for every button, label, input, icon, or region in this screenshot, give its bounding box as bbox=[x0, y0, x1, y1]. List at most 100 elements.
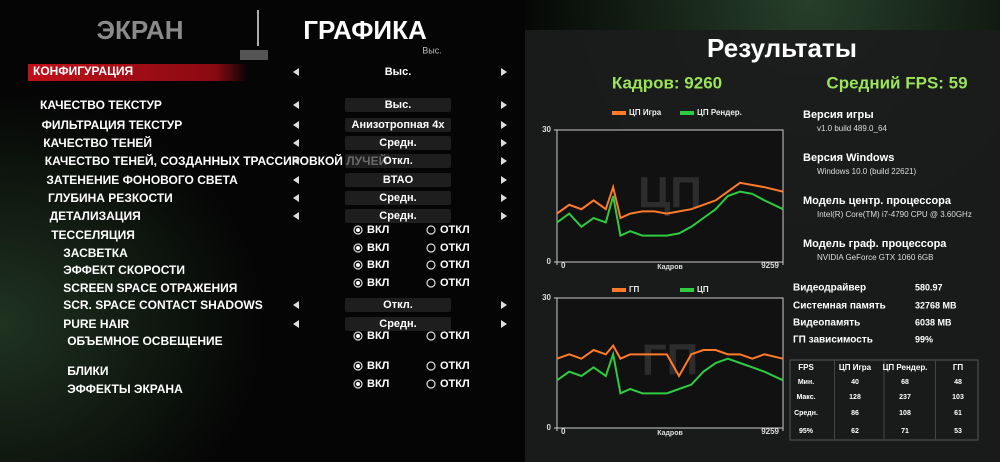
frames: Кадров: 9260 bbox=[612, 73, 722, 92]
arrow[interactable] bbox=[501, 101, 507, 109]
spec-label: Видеопамять bbox=[793, 318, 860, 329]
radio[interactable] bbox=[353, 225, 363, 235]
tab[interactable]: ГРАФИКА bbox=[303, 15, 427, 45]
arrow[interactable] bbox=[293, 301, 299, 309]
radio[interactable] bbox=[353, 260, 363, 270]
arrow[interactable] bbox=[293, 68, 299, 76]
table-cell: 48 bbox=[954, 379, 962, 386]
radio[interactable] bbox=[426, 278, 436, 288]
setting-label: ЭФФЕКТ СКОРОСТИ bbox=[63, 263, 185, 277]
legend-swatch bbox=[612, 111, 626, 115]
setting-label: КОНФИГУРАЦИЯ bbox=[33, 64, 133, 78]
tab-badge bbox=[240, 50, 268, 60]
table-cell: 62 bbox=[851, 428, 859, 435]
radio[interactable] bbox=[426, 225, 436, 235]
spec-value: 580.97 bbox=[915, 282, 943, 292]
value-box bbox=[345, 298, 451, 312]
table-header: ГП bbox=[953, 363, 964, 372]
line-series bbox=[556, 190, 784, 238]
setting-value: Средн. bbox=[379, 210, 416, 222]
setting-value: Средн. bbox=[379, 137, 416, 149]
radio[interactable] bbox=[426, 243, 436, 253]
arrow[interactable] bbox=[293, 194, 299, 202]
setting-label: SCREEN SPACE ОТРАЖЕНИЯ bbox=[63, 281, 237, 295]
radio-dot bbox=[356, 246, 360, 250]
setting-label: КАЧЕСТВО ТЕНЕЙ, СОЗДАННЫХ ТРАССИРОВКОЙ Л… bbox=[45, 153, 387, 168]
table-header: ЦП Игра bbox=[839, 363, 872, 372]
arrow[interactable] bbox=[501, 212, 507, 220]
setting-value: Выс. bbox=[385, 66, 412, 78]
x-tick-label: 9259 bbox=[761, 261, 779, 270]
legend-swatch bbox=[680, 288, 694, 292]
radio[interactable] bbox=[426, 379, 436, 389]
setting-label: КАЧЕСТВО ТЕКСТУР bbox=[40, 98, 162, 112]
table-cell: 71 bbox=[901, 428, 909, 435]
arrow[interactable] bbox=[293, 101, 299, 109]
radio[interactable] bbox=[353, 361, 363, 371]
spec-value: 32768 MB bbox=[915, 300, 957, 310]
toggle-label: ОТКЛ bbox=[440, 378, 470, 390]
legend-label: ЦП Рендер. bbox=[697, 108, 742, 117]
x-axis-label: Кадров bbox=[657, 264, 683, 271]
arrow[interactable] bbox=[293, 157, 299, 165]
setting-value: Откл. bbox=[383, 299, 413, 311]
chart-frame bbox=[556, 129, 784, 263]
info-value: Intel(R) Core(TM) i7-4790 CPU @ 3.60GHz bbox=[817, 210, 972, 219]
y-tick-label: 30 bbox=[542, 293, 551, 302]
setting-label: БЛИКИ bbox=[67, 364, 108, 378]
value-box bbox=[345, 191, 451, 205]
info-value: NVIDIA GeForce GTX 1060 6GB bbox=[817, 253, 934, 262]
line-series bbox=[556, 181, 784, 220]
toggle-label: ВКЛ bbox=[367, 259, 389, 271]
arrow[interactable] bbox=[501, 139, 507, 147]
selection-highlight bbox=[28, 64, 248, 81]
x-tick-label: 0 bbox=[561, 427, 566, 436]
arrow[interactable] bbox=[501, 194, 507, 202]
value-box bbox=[345, 154, 451, 168]
setting-label: ЭФФЕКТЫ ЭКРАНА bbox=[67, 382, 183, 396]
x-tick-label: 0 bbox=[561, 261, 566, 270]
info-value: Windows 10.0 (build 22621) bbox=[817, 167, 917, 176]
arrow[interactable] bbox=[501, 320, 507, 328]
legend-swatch bbox=[680, 111, 694, 115]
table-cell: 53 bbox=[954, 428, 962, 435]
radio-dot bbox=[356, 364, 360, 368]
table-cell: Макс. bbox=[796, 394, 815, 401]
legend-swatch bbox=[612, 288, 626, 292]
arrow[interactable] bbox=[293, 121, 299, 129]
radio[interactable] bbox=[426, 260, 436, 270]
tab[interactable]: ЭКРАН bbox=[97, 15, 184, 45]
table-cell: 108 bbox=[899, 410, 911, 417]
toggle-label: ОТКЛ bbox=[440, 242, 470, 254]
radio[interactable] bbox=[353, 278, 363, 288]
setting-value: Откл. bbox=[383, 155, 413, 167]
radio[interactable] bbox=[353, 243, 363, 253]
x-tick-label: 9259 bbox=[761, 427, 779, 436]
arrow[interactable] bbox=[501, 68, 507, 76]
radio-dot bbox=[356, 228, 360, 232]
radio[interactable] bbox=[426, 331, 436, 341]
arrow[interactable] bbox=[501, 176, 507, 184]
setting-label: ЗАСВЕТКА bbox=[63, 246, 128, 260]
avg-fps: Средний FPS: 59 bbox=[826, 73, 967, 92]
toggle-label: ОТКЛ bbox=[440, 277, 470, 289]
setting-label: ТЕССЕЛЯЦИЯ bbox=[51, 228, 135, 242]
setting-value: Средн. bbox=[379, 318, 416, 330]
arrow[interactable] bbox=[501, 157, 507, 165]
arrow[interactable] bbox=[293, 176, 299, 184]
radio[interactable] bbox=[353, 331, 363, 341]
toggle-label: ВКЛ bbox=[367, 360, 389, 372]
radio-dot bbox=[356, 334, 360, 338]
spec-value: 99% bbox=[915, 334, 933, 344]
radio-dot bbox=[356, 382, 360, 386]
radio-dot bbox=[356, 263, 360, 267]
toggle-label: ВКЛ bbox=[367, 242, 389, 254]
chart-watermark: ЦП bbox=[638, 169, 702, 218]
arrow[interactable] bbox=[293, 320, 299, 328]
arrow[interactable] bbox=[293, 212, 299, 220]
radio[interactable] bbox=[353, 379, 363, 389]
arrow[interactable] bbox=[501, 121, 507, 129]
arrow[interactable] bbox=[501, 301, 507, 309]
arrow[interactable] bbox=[293, 139, 299, 147]
radio[interactable] bbox=[426, 361, 436, 371]
